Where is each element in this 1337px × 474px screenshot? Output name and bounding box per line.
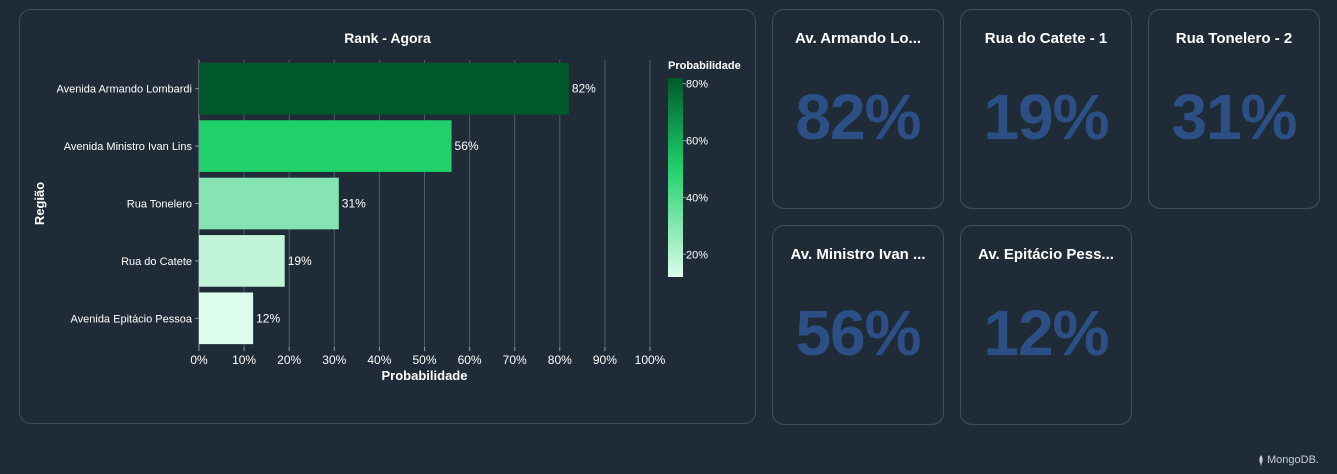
legend-tick-label: 20% — [686, 249, 708, 261]
x-tick-label: 10% — [232, 353, 256, 367]
data-label: 31% — [342, 197, 366, 211]
bar — [199, 62, 569, 115]
brand-text: MongoDB. — [1267, 454, 1319, 466]
kpi-value: 31% — [1171, 81, 1297, 153]
kpi-card-epitacio-pessoa: Av. Epitácio Pess... 12% — [960, 225, 1132, 425]
x-tick-label: 70% — [503, 353, 527, 367]
data-label: 82% — [572, 82, 596, 96]
x-tick-label: 40% — [367, 353, 391, 367]
bar — [199, 177, 339, 230]
y-tick-label: Rua do Catete — [121, 256, 192, 268]
y-tick-label: Avenida Armando Lombardi — [56, 84, 192, 96]
data-label: 12% — [256, 311, 280, 325]
x-tick-label: 30% — [322, 353, 346, 367]
x-axis-title: Probabilidade — [382, 368, 468, 383]
x-tick-label: 90% — [593, 353, 617, 367]
y-tick-label: Rua Tonelero — [127, 199, 192, 211]
y-tick-label: Avenida Ministro Ivan Lins — [64, 141, 193, 153]
x-tick-label: 60% — [458, 353, 482, 367]
mongodb-logo: MongoDB. — [1258, 454, 1319, 466]
kpi-card-armando-lombardi: Av. Armando Lo... 82% — [772, 9, 944, 209]
bar-chart: 0% 10% 20% 30% 40% 50% 60% 70% 80% 90% 100% Avenida… — [32, 60, 741, 383]
legend-title: Probabilidade — [668, 60, 741, 72]
chart-title: Rank - Agora — [344, 30, 431, 46]
kpi-title: Av. Armando Lo... — [794, 30, 922, 47]
kpi-card-rua-do-catete: Rua do Catete - 1 19% — [960, 9, 1132, 209]
kpi-title: Rua Tonelero - 2 — [1175, 30, 1293, 47]
legend-gradient — [668, 78, 683, 277]
kpi-value: 12% — [983, 297, 1109, 369]
legend-tick-label: 60% — [686, 136, 708, 148]
kpi-value: 56% — [795, 297, 921, 369]
x-tick-label: 50% — [412, 353, 436, 367]
bar — [199, 120, 452, 172]
x-tick-label: 0% — [190, 353, 208, 367]
x-tick-label: 20% — [277, 353, 301, 367]
data-label: 56% — [455, 139, 479, 153]
y-tick-label: Avenida Epitácio Pessoa — [71, 313, 193, 325]
kpi-title: Av. Ministro Ivan ... — [790, 246, 926, 263]
y-axis-title: Região — [32, 182, 47, 225]
bar — [199, 235, 285, 287]
kpi-card-rua-tonelero: Rua Tonelero - 2 31% — [1148, 9, 1320, 209]
data-label: 19% — [288, 254, 312, 268]
leaf-icon — [1259, 454, 1263, 466]
kpi-value: 19% — [983, 81, 1109, 153]
chart-card: Rank - Agora 0% 10% 20% 30% 40% 50% 60% 70% 80% 9… — [19, 9, 756, 424]
kpi-card-ministro-ivan-lins: Av. Ministro Ivan ... 56% — [772, 225, 944, 425]
kpi-title: Av. Epitácio Pess... — [978, 246, 1114, 263]
kpi-value: 82% — [795, 81, 921, 153]
kpi-title: Rua do Catete - 1 — [984, 30, 1108, 47]
legend-tick-label: 40% — [686, 192, 708, 204]
legend-tick-label: 80% — [686, 79, 708, 91]
x-tick-label: 100% — [635, 353, 666, 367]
bar — [199, 292, 254, 345]
x-tick-label: 80% — [548, 353, 572, 367]
